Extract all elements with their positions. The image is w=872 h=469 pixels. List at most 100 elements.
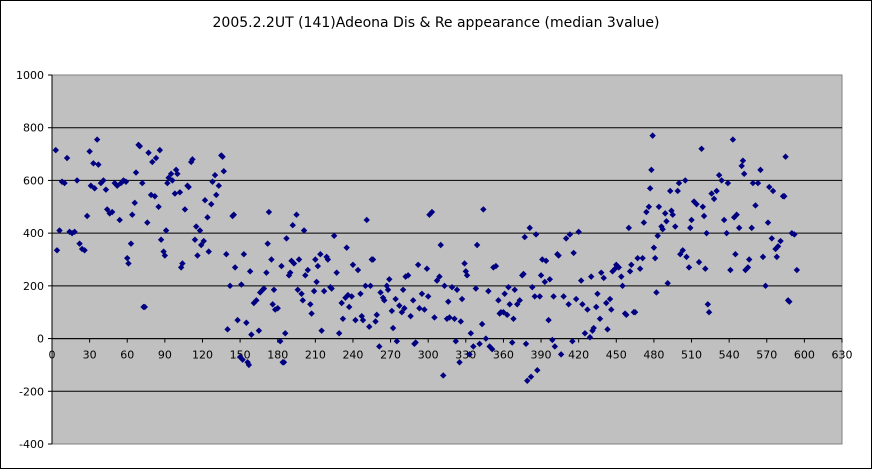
data-point: [495, 297, 502, 304]
data-point: [152, 154, 160, 162]
data-point: [139, 179, 146, 187]
data-point: [310, 287, 318, 295]
data-point: [354, 266, 362, 274]
data-point: [131, 199, 138, 207]
data-point: [645, 203, 653, 210]
data-point: [357, 290, 364, 297]
x-tick-label: 570: [756, 349, 777, 362]
data-point: [581, 330, 589, 337]
data-point: [732, 251, 739, 258]
data-point: [667, 187, 674, 195]
data-point: [715, 171, 723, 179]
x-axis: [51, 338, 843, 343]
data-point: [521, 233, 528, 241]
data-point: [603, 299, 610, 307]
data-point: [739, 157, 747, 164]
data-point: [277, 338, 284, 345]
data-point: [278, 262, 285, 270]
data-point: [560, 293, 567, 300]
data-point: [702, 265, 709, 272]
data-point: [293, 211, 300, 218]
x-tick-label: 450: [606, 349, 627, 362]
data-point: [53, 247, 61, 254]
data-point: [752, 202, 759, 209]
data-point: [682, 177, 689, 184]
data-point: [793, 266, 801, 274]
data-point: [766, 183, 773, 191]
data-point: [593, 303, 600, 311]
data-point: [243, 319, 250, 326]
data-point: [287, 269, 294, 276]
data-point: [768, 235, 775, 242]
data-point: [404, 272, 412, 279]
data-point: [349, 261, 357, 268]
data-point: [367, 282, 374, 290]
data-point: [56, 227, 63, 234]
data-point: [643, 208, 650, 216]
y-axis: [48, 74, 53, 445]
data-point: [335, 330, 343, 337]
data-point: [418, 290, 426, 297]
data-point: [238, 281, 245, 288]
data-point: [343, 244, 350, 251]
data-point: [436, 273, 443, 280]
data-point: [381, 297, 388, 304]
data-point: [698, 145, 705, 152]
data-point: [565, 301, 572, 308]
data-point: [245, 361, 253, 369]
data-point: [338, 299, 345, 307]
data-point: [161, 252, 169, 259]
data-point: [590, 324, 597, 332]
data-point: [720, 216, 728, 224]
data-point: [359, 316, 367, 324]
data-point: [63, 154, 71, 162]
data-point: [298, 290, 305, 297]
data-point: [124, 254, 131, 262]
x-tick-label: 120: [192, 349, 213, 362]
data-point: [211, 171, 219, 179]
data-point: [782, 153, 789, 160]
data-point: [174, 170, 181, 178]
data-point: [300, 227, 308, 234]
x-tick-label: 90: [158, 349, 172, 362]
data-point: [762, 282, 769, 290]
y-tick-label: 200: [23, 280, 44, 293]
data-point: [636, 265, 644, 272]
data-point: [352, 316, 359, 324]
data-point: [703, 229, 710, 237]
data-point: [181, 206, 189, 213]
data-point: [466, 351, 473, 358]
data-point: [615, 264, 622, 271]
data-point: [318, 327, 325, 334]
data-point: [679, 247, 686, 254]
data-point: [76, 240, 83, 247]
data-point: [407, 312, 414, 320]
data-point: [453, 286, 461, 294]
x-tick-label: 270: [380, 349, 401, 362]
data-point: [401, 305, 408, 312]
data-point: [506, 301, 513, 308]
data-point: [594, 290, 601, 297]
data-point: [537, 272, 545, 279]
data-point: [536, 293, 543, 300]
data-point: [289, 222, 296, 229]
data-point: [586, 334, 594, 341]
data-point: [132, 169, 140, 176]
data-point: [516, 297, 523, 304]
data-point: [520, 270, 527, 278]
y-tick-label: -400: [19, 438, 44, 451]
data-point: [268, 256, 275, 263]
x-tick-label: 60: [120, 349, 134, 362]
data-point: [598, 269, 605, 276]
data-point: [155, 203, 162, 210]
data-point: [473, 241, 481, 249]
data-point: [539, 256, 546, 263]
data-point: [708, 190, 715, 197]
data-point: [791, 231, 798, 238]
data-point: [246, 268, 254, 275]
data-point: [172, 166, 180, 174]
data-point: [421, 306, 428, 313]
data-point: [492, 262, 500, 270]
data-point: [127, 240, 135, 247]
x-tick-label: 420: [568, 349, 589, 362]
